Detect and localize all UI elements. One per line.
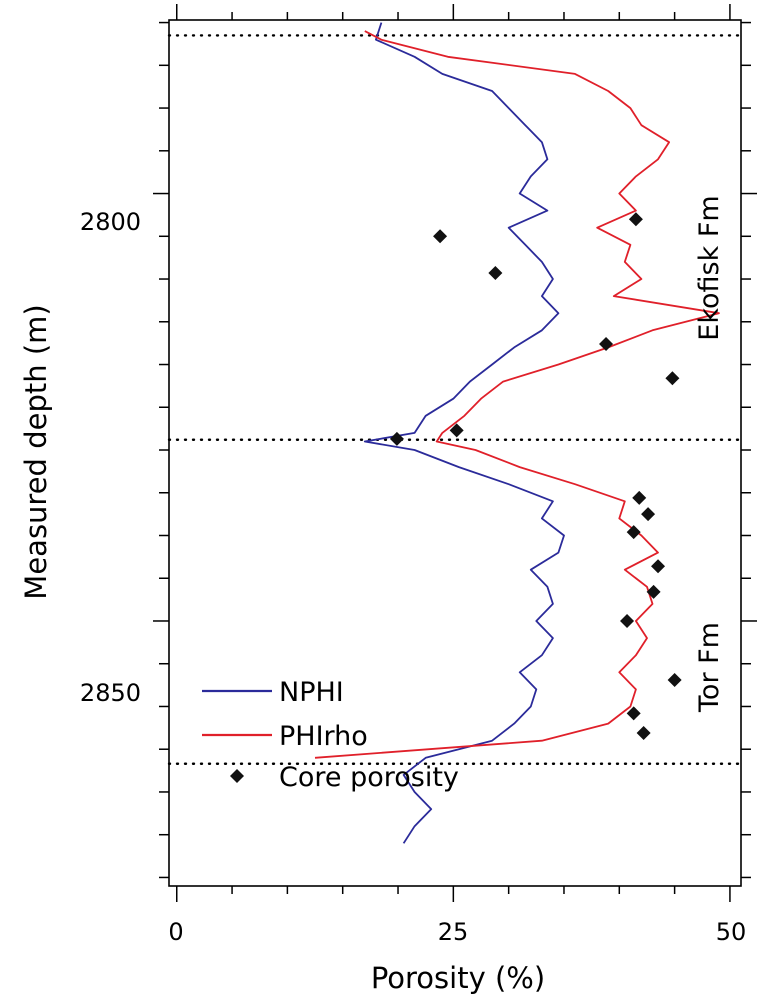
core-porosity-points [389,212,682,740]
annotation-tor: Tor Fm [694,622,725,713]
legend: NPHI PHIrho Core porosity [202,677,459,793]
legend-label-phirho: PHIrho [279,721,368,752]
core-point-8 [641,507,656,522]
core-point-4 [665,371,680,386]
core-point-13 [667,672,682,687]
series-line-phirho [314,30,720,759]
core-point-10 [651,559,666,574]
series-line-nphi [363,22,565,844]
legend-label-core: Core porosity [279,762,459,793]
x-tick-label-25: 25 [438,918,469,946]
plot-frame [168,19,742,887]
core-point-5 [449,423,464,438]
legend-swatch-core [230,769,244,783]
core-point-7 [632,490,647,505]
annotation-ekofisk: Ekofisk Fm [694,195,725,340]
x-tick-label-50: 50 [716,918,747,946]
core-point-1 [433,229,448,244]
core-point-12 [620,613,635,628]
core-point-15 [636,725,651,740]
core-point-3 [599,337,614,352]
core-point-9 [626,525,641,540]
x-axis-title: Porosity (%) [371,961,545,995]
core-point-14 [626,706,641,721]
core-point-6 [389,431,404,446]
core-point-11 [646,584,661,599]
formation-boundaries [167,34,743,765]
y-tick-label-2800: 2800 [80,208,141,236]
series-group [314,22,720,844]
y-tick-label-2850: 2850 [80,679,141,707]
core-point-0 [628,212,643,227]
y-axis-title: Measured depth (m) [19,304,53,599]
core-point-2 [488,266,503,281]
x-tick-label-0: 0 [168,918,183,946]
axis-ticks [153,4,757,902]
legend-label-nphi: NPHI [279,677,344,708]
